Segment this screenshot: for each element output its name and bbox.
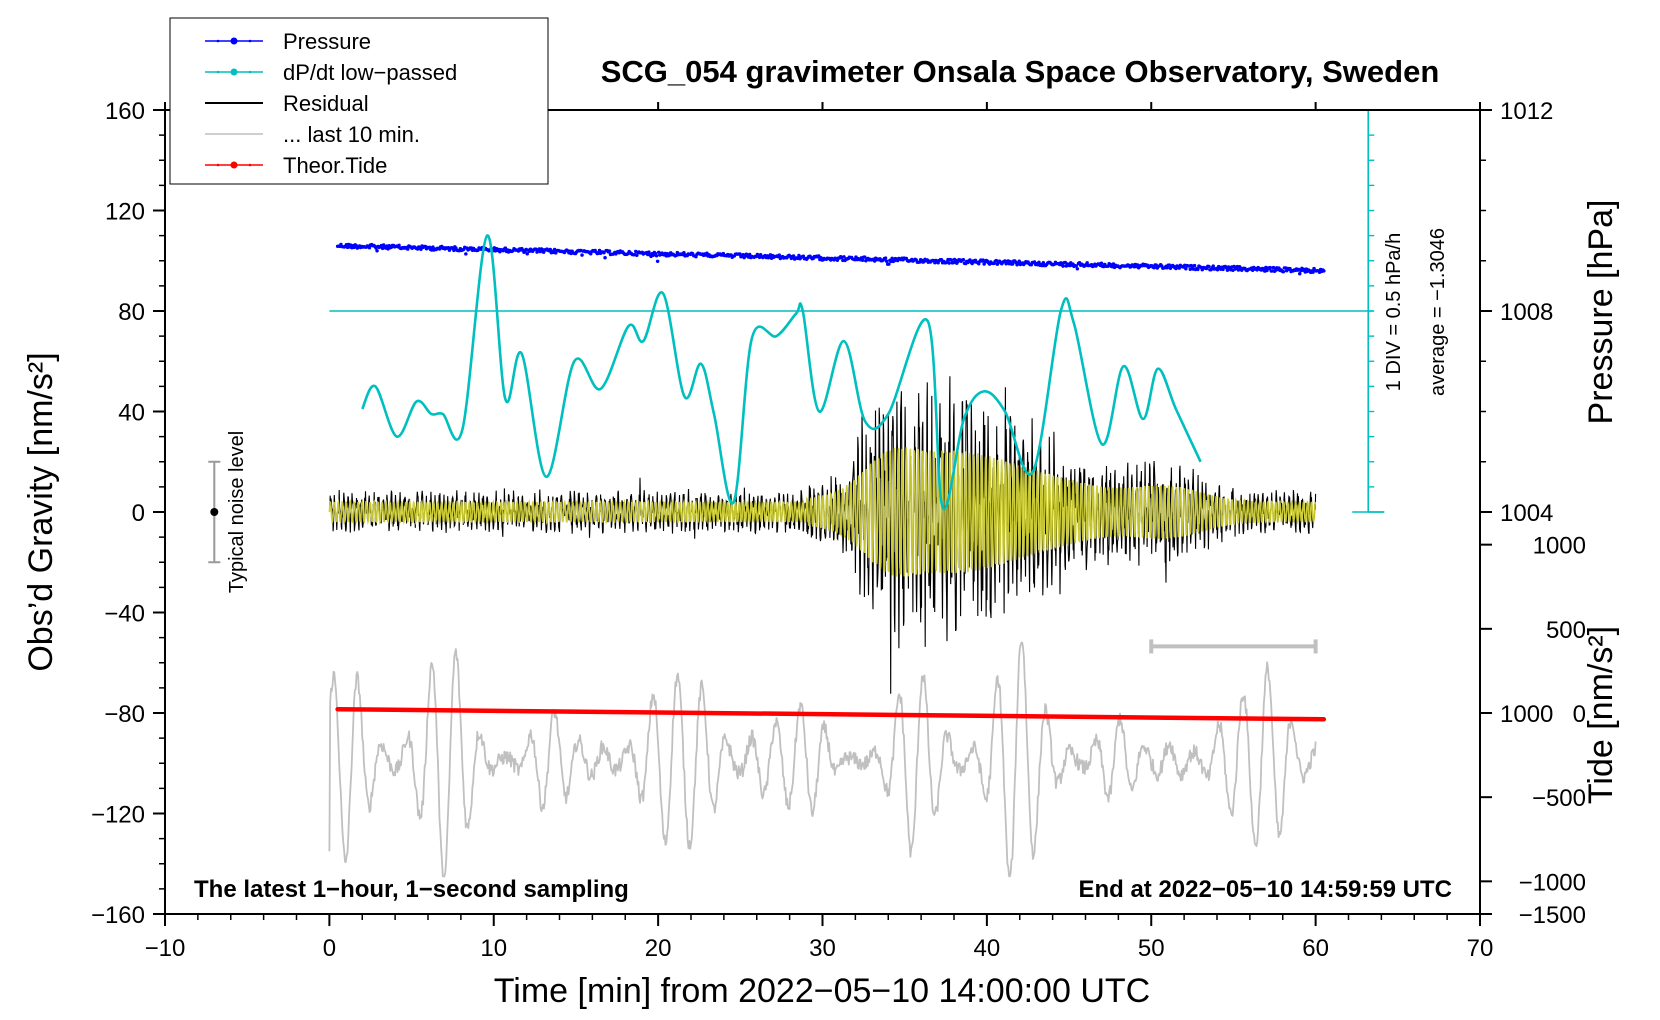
y-tick-label: −80 [104, 701, 145, 728]
noise-bar-center [210, 508, 219, 516]
noise-label: Typical noise level [226, 431, 248, 593]
residual-filtered-line [328, 447, 1317, 577]
legend-label: Residual [283, 91, 369, 116]
legend-box [169, 17, 549, 185]
legend-swatch-marker [230, 161, 238, 169]
y-tick-label: 80 [118, 299, 145, 326]
y-tick-label: 160 [105, 98, 145, 125]
pressure-series [335, 242, 1326, 276]
residual-series [328, 376, 1317, 694]
dpdt-average-label: average = −1.3046 [1427, 228, 1449, 396]
legend-swatch-marker [230, 37, 238, 45]
x-axis: −10 0 10 20 30 40 50 60 70 [145, 102, 1494, 962]
dpdt-series [361, 234, 1202, 511]
y-tick-label: 120 [105, 199, 145, 226]
x-tick-label: 40 [974, 935, 1001, 962]
x-tick-label: 10 [480, 935, 507, 962]
noise-bar [208, 460, 221, 564]
legend-swatch-dot [248, 163, 252, 167]
legend-label: Theor.Tide [283, 153, 387, 178]
tide-tick-label: −1500 [1519, 902, 1586, 929]
y-tick-label: −120 [91, 802, 145, 829]
legend-label: ... last 10 min. [283, 122, 420, 147]
legend-swatch-dot [216, 39, 220, 43]
end-time-note: End at 2022−05−10 14:59:59 UTC [1078, 876, 1452, 903]
last-10-min-line [328, 641, 1317, 878]
pressure-axis-title: Pressure [hPa] [1582, 200, 1620, 425]
pressure-tick-label: 1004 [1500, 500, 1553, 527]
tide-axis-title: Tide [nm/s²] [1582, 626, 1620, 804]
legend-label: Pressure [283, 29, 371, 54]
legend-swatch-dot [216, 163, 220, 167]
tide-tick-label: −1000 [1519, 869, 1586, 896]
legend: Pressure dP/dt low−passed Residual ... last… [169, 17, 549, 185]
sampling-note: The latest 1−hour, 1−second sampling [194, 876, 629, 903]
legend-swatch-dot [248, 70, 252, 74]
pressure-axis: 1012 1008 1004 1000 [1480, 98, 1553, 728]
last-10-min-series [328, 641, 1317, 878]
y-tick-label: −40 [104, 601, 145, 628]
x-tick-label: 70 [1467, 935, 1494, 962]
y-tick-label: 0 [132, 500, 145, 527]
tide-tick-label: 1000 [1533, 533, 1586, 560]
tide-tick-label: −500 [1532, 785, 1586, 812]
legend-label: dP/dt low−passed [283, 60, 457, 85]
x-tick-label: 0 [323, 935, 336, 962]
dpdt-line [361, 234, 1202, 511]
chart-title: SCG_054 gravimeter Onsala Space Observat… [601, 54, 1440, 89]
x-tick-label: −10 [145, 935, 186, 962]
y-axis-left: 160 120 80 40 0 −40 −80 −120 −160 [91, 98, 165, 929]
tide-line [335, 706, 1327, 722]
x-tick-label: 60 [1302, 935, 1329, 962]
tide-scalebar [1149, 639, 1318, 654]
x-tick-label: 30 [809, 935, 836, 962]
tide-series [335, 706, 1327, 722]
legend-swatch-marker [230, 68, 238, 76]
legend-swatch-dot [248, 39, 252, 43]
pressure-tick-label: 1000 [1500, 701, 1553, 728]
tide-tick-label: 500 [1546, 617, 1586, 644]
legend-swatch-dot [216, 70, 220, 74]
y-tick-label: 40 [118, 400, 145, 427]
dpdt-scale-label: 1 DIV = 0.5 hPa/h [1383, 233, 1405, 391]
tide-tick-label: 0 [1573, 701, 1586, 728]
x-tick-label: 20 [645, 935, 672, 962]
pressure-dots [335, 242, 1326, 276]
y-axis-title: Obs’d Gravity [nm/s²] [22, 352, 60, 671]
x-tick-label: 50 [1138, 935, 1165, 962]
y-tick-label: −160 [91, 902, 145, 929]
x-axis-title: Time [min] from 2022−05−10 14:00:00 UTC [494, 972, 1150, 1010]
dpdt-scale [1352, 109, 1385, 513]
pressure-tick-label: 1008 [1500, 299, 1553, 326]
pressure-tick-label: 1012 [1500, 98, 1553, 125]
tide-axis: 1000 500 0 −500 −1000 −1500 [1480, 533, 1586, 929]
